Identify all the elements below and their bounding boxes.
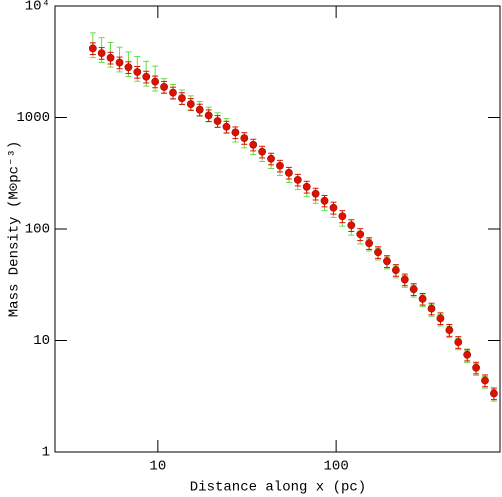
data-point <box>445 326 454 334</box>
data-point <box>374 248 382 257</box>
data-point <box>115 58 124 67</box>
data-point <box>454 338 463 347</box>
data-point <box>320 196 329 205</box>
y-tick-label: 10 <box>33 333 50 349</box>
data-point <box>311 189 320 198</box>
y-tick-label: 1000 <box>16 110 50 126</box>
data-point <box>258 147 267 156</box>
y-tick-label: 1 <box>42 445 50 461</box>
data-point <box>124 63 133 72</box>
data-point <box>195 105 204 114</box>
x-tick-label: 10 <box>149 459 166 475</box>
data-point <box>329 203 338 212</box>
data-point <box>391 266 400 274</box>
data-point <box>356 230 365 239</box>
data-point <box>418 295 427 303</box>
x-tick-label: 100 <box>324 459 349 475</box>
data-point <box>409 285 418 294</box>
data-point <box>463 350 472 359</box>
data-point <box>400 275 409 284</box>
data-point <box>284 168 293 177</box>
data-point <box>231 128 240 137</box>
data-point <box>365 239 374 248</box>
data-point <box>133 68 142 76</box>
data-point <box>436 314 445 323</box>
y-axis-label: Mass Density (M⊙pc⁻³) <box>7 141 23 317</box>
data-point <box>186 100 195 108</box>
data-point <box>338 212 347 221</box>
data-point <box>204 111 213 120</box>
data-point <box>160 83 168 91</box>
data-point <box>151 77 160 86</box>
data-point <box>383 257 391 266</box>
data-point <box>267 154 275 163</box>
data-point <box>249 140 258 149</box>
data-point <box>490 389 498 398</box>
plot-frame <box>54 5 501 453</box>
x-axis-label: Distance along x (pc) <box>190 480 366 496</box>
data-point <box>240 134 249 143</box>
data-point <box>276 161 284 170</box>
data-point <box>293 175 302 184</box>
y-tick-label: 100 <box>25 222 50 238</box>
data-point <box>88 44 97 53</box>
data-point <box>169 88 177 97</box>
data-point <box>481 376 489 385</box>
data-point <box>222 122 231 131</box>
data-point <box>427 304 436 313</box>
data-point <box>106 53 115 62</box>
data-point <box>472 363 480 372</box>
data-point <box>347 221 356 230</box>
data-point <box>97 49 106 58</box>
data-point <box>142 72 151 81</box>
data-point <box>178 94 186 103</box>
data-point <box>213 117 222 125</box>
data-point <box>302 182 311 191</box>
y-tick-label: 10⁴ <box>25 0 50 15</box>
